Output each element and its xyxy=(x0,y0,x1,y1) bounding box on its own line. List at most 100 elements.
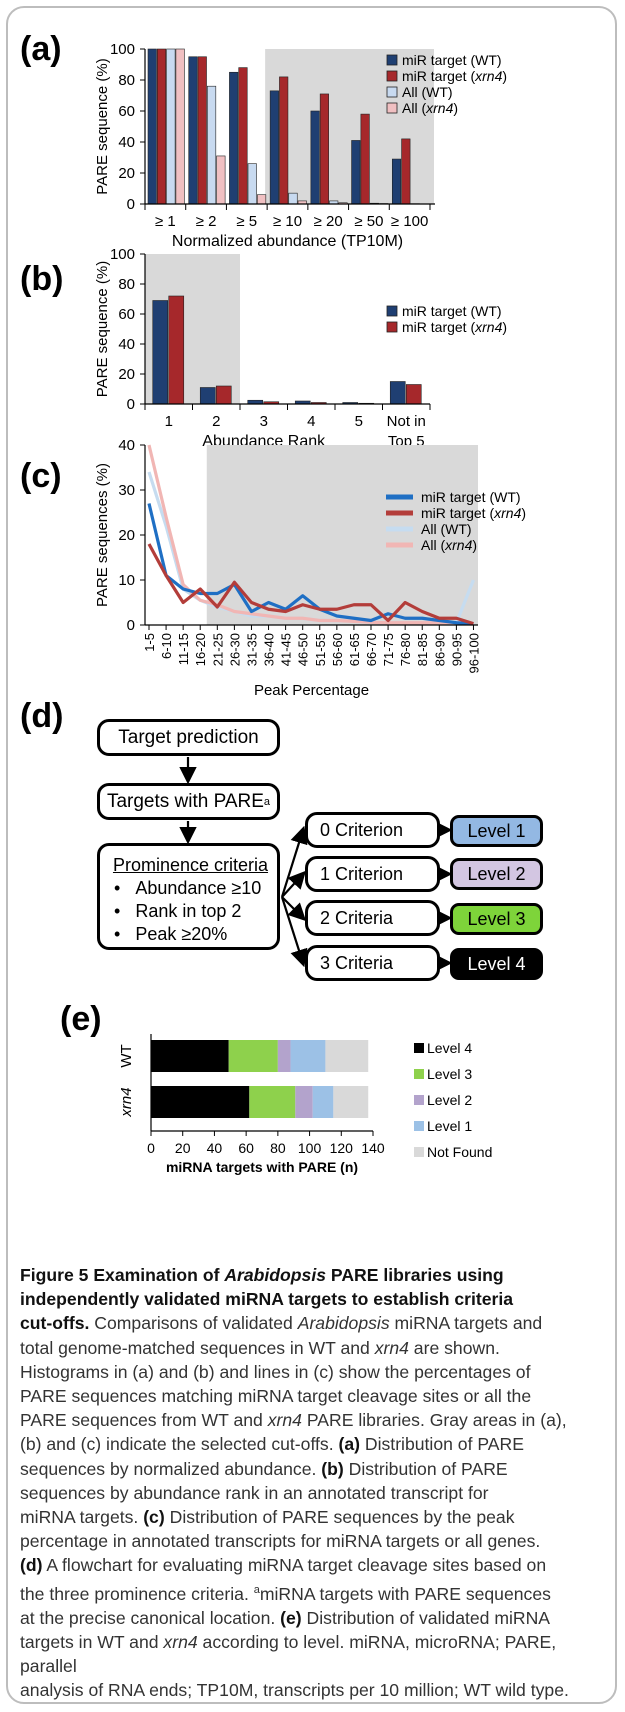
y-axis-label: PARE sequence (%) xyxy=(94,261,111,397)
x-tick-label: 16-20 xyxy=(193,633,208,666)
legend-swatch xyxy=(386,321,398,333)
series-line xyxy=(147,543,474,626)
x-axis-label: Peak Percentage xyxy=(254,682,369,699)
chart-a: 0 20 40 60 80 100 ≥ 1 ≥ 2 ≥ 5 ≥ 10 ≥ 20 ≥ 50 ≥ 100 No… xyxy=(94,41,507,250)
criterion-box-0: 0 Criterion xyxy=(305,812,440,848)
x-axis-label: miRNA targets with PARE (n) xyxy=(166,1159,358,1175)
caption-line: at the precise canonical location. (e) D… xyxy=(20,1607,551,1628)
bar xyxy=(197,56,207,205)
x-tick-label: 120 xyxy=(330,1140,354,1156)
y-tick-label: 0 xyxy=(127,196,135,213)
bar xyxy=(188,56,198,205)
x-tick-label: 41-45 xyxy=(279,633,294,666)
bar xyxy=(391,158,402,205)
bar xyxy=(257,194,267,205)
legend-label: Level 1 xyxy=(427,1118,472,1134)
bar xyxy=(405,384,422,405)
x-tick-label: 51-55 xyxy=(313,633,328,666)
panel-label-b: (b) xyxy=(20,260,64,298)
x-tick-label: 31-35 xyxy=(244,633,259,666)
criterion-item: • Abundance ≥10 xyxy=(114,878,262,898)
x-tick-label: 21-25 xyxy=(210,633,225,666)
x-tick-label: 3 xyxy=(260,413,268,430)
bar xyxy=(247,163,257,205)
caption-line: total genome-matched sequences in WT and… xyxy=(20,1337,500,1358)
x-tick-label: 86-90 xyxy=(432,633,447,666)
legend-label: miR target (WT) xyxy=(402,52,502,68)
caption-line: percentage in annotated transcripts for … xyxy=(20,1531,541,1552)
y-tick-label: 0 xyxy=(127,396,135,413)
flowchart-arrows xyxy=(179,757,453,972)
caption-line: sequences by normalized abundance. (b) D… xyxy=(20,1458,508,1479)
x-tick-label: 71-75 xyxy=(381,633,396,666)
legend-label: miR target (WT) xyxy=(402,303,502,319)
y-axis-label: PARE sequence (%) xyxy=(94,58,111,194)
x-tick-label: ≥ 10 xyxy=(273,213,302,230)
caption-line: sequences by abundance rank in an annota… xyxy=(20,1482,489,1503)
legend-label: Level 3 xyxy=(427,1066,472,1082)
legend-label: Level 2 xyxy=(427,1092,472,1108)
bar xyxy=(157,48,167,205)
y-tick-label: 10 xyxy=(118,572,135,589)
x-tick-label: ≥ 50 xyxy=(354,213,383,230)
bar xyxy=(216,155,226,205)
bar xyxy=(269,90,279,205)
caption-line: Histograms in (a) and (b) and lines in (… xyxy=(20,1361,531,1382)
legend-label: miR target (WT) xyxy=(421,489,521,505)
legend-label: miR target (xrn4) xyxy=(402,319,507,335)
bar xyxy=(152,300,169,405)
panel-label-d: (d) xyxy=(20,697,64,735)
bar xyxy=(319,93,329,205)
legend-label: miR target (xrn4) xyxy=(421,505,526,521)
level-4-box: Level 4 xyxy=(450,948,543,980)
y-tick-label: 40 xyxy=(118,437,135,454)
arrow-criteria-to-count xyxy=(280,896,308,968)
figure-caption: Figure 5 Examination of Arabidopsis PARE… xyxy=(20,1263,612,1703)
caption-line: cut-offs. Comparisons of validated Arabi… xyxy=(20,1313,543,1334)
targets-with-pare-text: Targets with PARE xyxy=(106,790,264,812)
bar xyxy=(207,85,217,205)
y-tick-label: 30 xyxy=(118,482,135,499)
x-tick-label: 40 xyxy=(207,1140,223,1156)
caption-title-line: Figure 5 Examination of Arabidopsis PARE… xyxy=(20,1265,504,1285)
bar xyxy=(147,48,157,205)
target-prediction-box: Target prediction xyxy=(97,719,280,756)
criteria-title: Prominence criteria xyxy=(112,855,269,875)
x-tick-label: 4 xyxy=(307,413,315,430)
bar xyxy=(199,387,216,405)
y-tick-label: 100 xyxy=(110,41,135,58)
caption-line: (d) A flowchart for evaluating miRNA tar… xyxy=(20,1555,547,1576)
x-tick-label: 0 xyxy=(147,1140,155,1156)
criterion-box-3: 3 Criteria xyxy=(305,945,440,981)
stacked-bar-segment xyxy=(325,1040,369,1072)
y-category-label: WT xyxy=(118,1044,135,1067)
criterion-item: • Rank in top 2 xyxy=(114,901,242,921)
x-tick-label: 100 xyxy=(298,1140,322,1156)
cutoff-shade xyxy=(206,445,478,625)
legend-label: All (xrn4) xyxy=(402,100,458,116)
legend-swatch xyxy=(386,54,398,66)
bar xyxy=(389,381,406,405)
x-axis-label: Normalized abundance (TP10M) xyxy=(172,233,403,250)
x-tick-label: 2 xyxy=(212,413,220,430)
x-tick-label: 56-60 xyxy=(330,633,345,666)
arrow-criteria-to-count xyxy=(281,896,307,922)
x-tick-label: ≥ 5 xyxy=(236,213,257,230)
x-tick-label: 1 xyxy=(165,413,173,430)
bar xyxy=(310,110,320,205)
legend-label: All (xrn4) xyxy=(421,537,477,553)
y-tick-label: 80 xyxy=(118,72,135,89)
bar xyxy=(175,48,185,205)
panel-label-e: (e) xyxy=(60,1000,102,1038)
bar xyxy=(288,192,298,205)
stacked-bar-segment xyxy=(333,1086,369,1118)
arrow-criteria-to-count xyxy=(281,870,306,898)
y-axis-label: PARE sequences (%) xyxy=(94,463,111,607)
y-tick-label: 20 xyxy=(118,366,135,383)
x-tick-label: 5 xyxy=(355,413,363,430)
x-tick-label: 46-50 xyxy=(296,633,311,666)
legend-swatch xyxy=(386,70,398,82)
x-tick-label: ≥ 2 xyxy=(196,213,217,230)
